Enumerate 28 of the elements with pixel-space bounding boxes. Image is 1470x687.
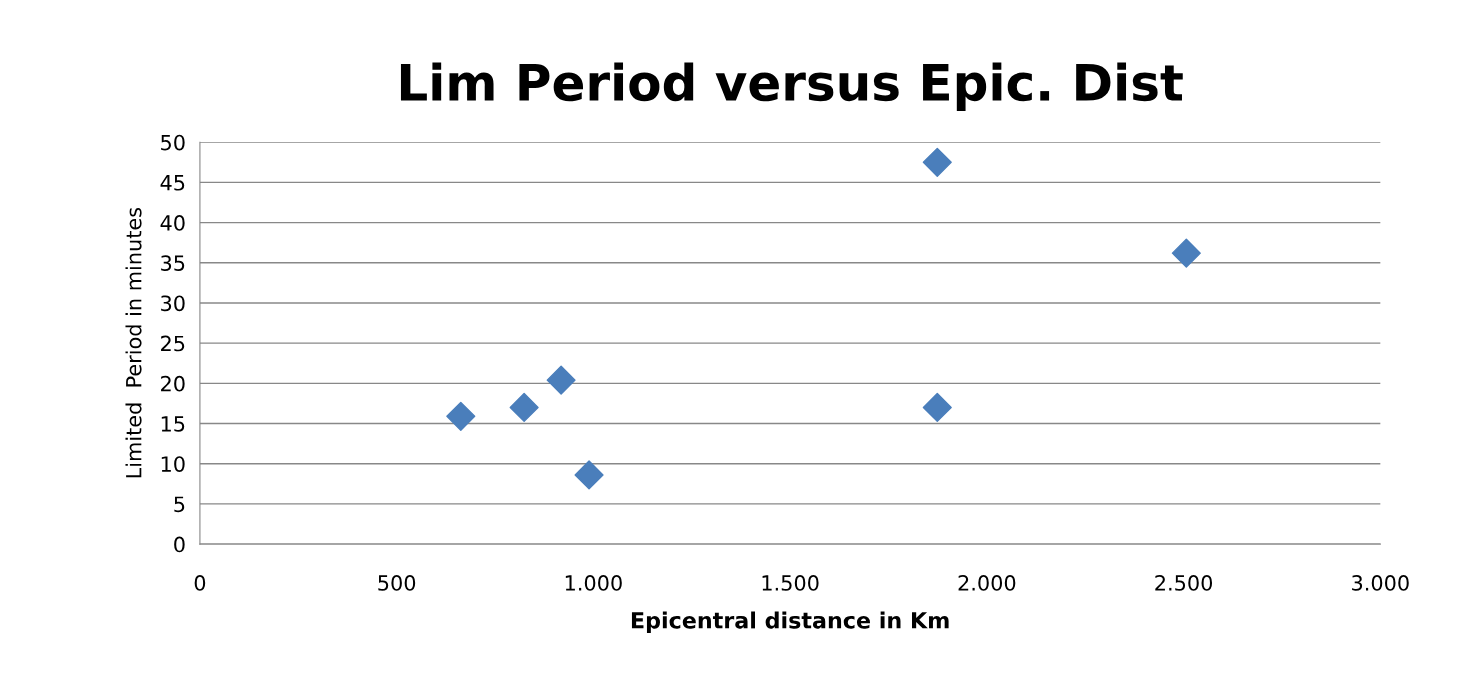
point	[922, 147, 952, 177]
point	[574, 460, 604, 490]
y-tick-label: 50	[161, 134, 185, 151]
x-tick-label: 0	[194, 575, 206, 591]
y-tick-label: 10	[161, 456, 185, 472]
point	[922, 392, 952, 423]
chart-title: Lim Period versus Epic. Dist	[400, 62, 1183, 111]
y-tick-label: 45	[160, 175, 185, 191]
x-tick-label: 1.500	[762, 575, 819, 591]
y-tick-label: 15	[161, 416, 185, 432]
y-tick-label: 0	[174, 536, 185, 553]
x-tick-label: 3.000	[1352, 575, 1409, 591]
x-tick-label: 1.000	[565, 575, 622, 591]
y-tick-label: 5	[174, 496, 185, 513]
x-tick-label: 2.000	[958, 575, 1016, 591]
x-axis-title: Epicentral distance in Km	[631, 611, 949, 633]
point	[509, 392, 539, 423]
y-tick-label: 20	[161, 375, 185, 392]
y-tick-label: 25	[161, 335, 185, 352]
y-tick-label: 30	[161, 295, 185, 312]
y-tick-label: 40	[160, 215, 185, 231]
point	[1171, 238, 1201, 268]
y-tick-label: 35	[161, 255, 185, 271]
y-axis-title: Limited Period in minutes	[125, 207, 142, 478]
point	[446, 401, 476, 431]
x-tick-label: 2.500	[1155, 575, 1213, 591]
x-tick-label: 500	[378, 575, 416, 591]
point	[546, 365, 576, 395]
